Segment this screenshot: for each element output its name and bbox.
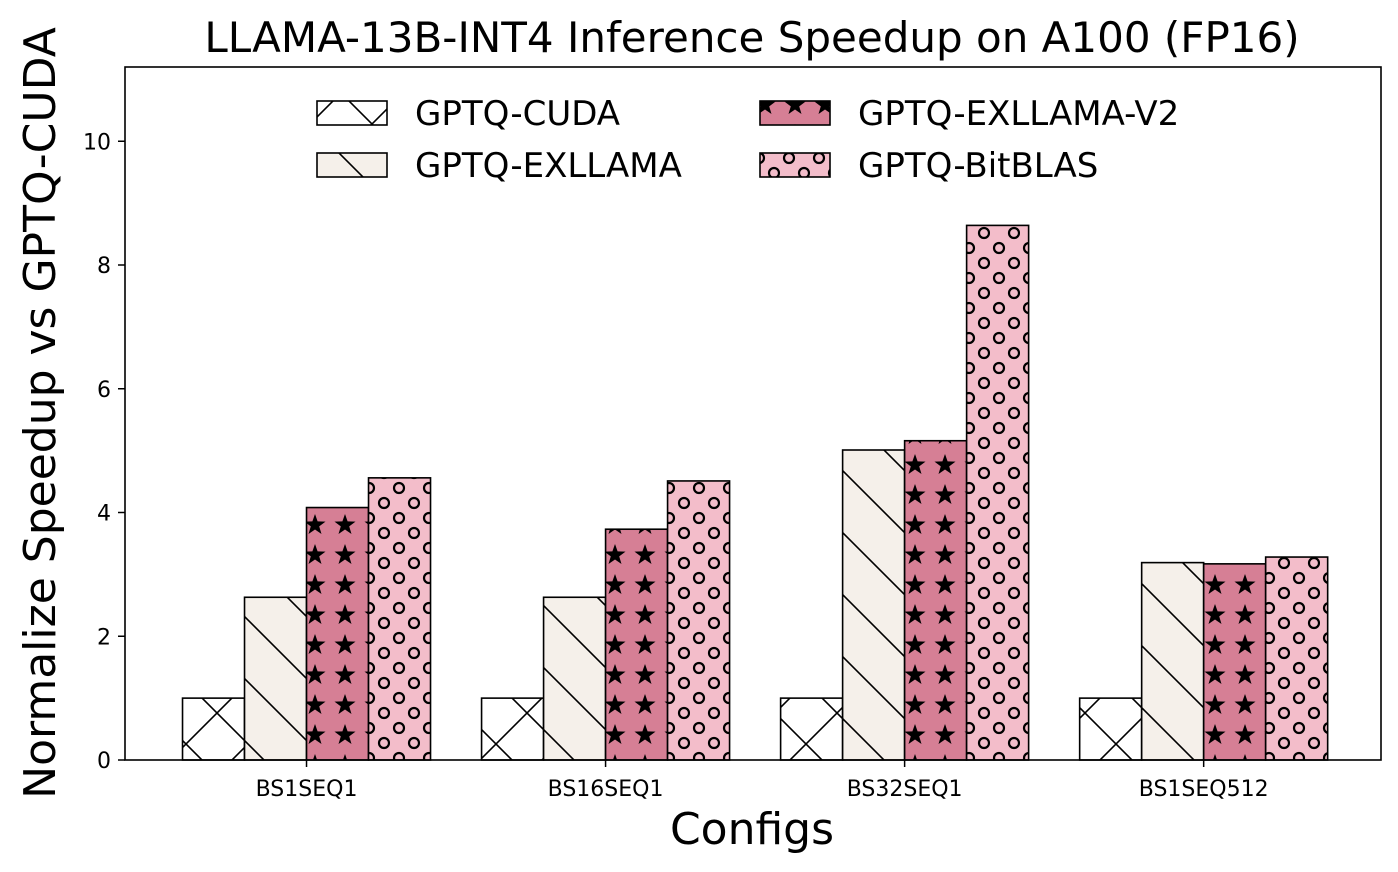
y-axis-label: Normalize Speedup vs GPTQ-CUDA bbox=[15, 27, 66, 799]
legend-item-gptq-cuda: GPTQ-CUDA bbox=[316, 94, 620, 134]
y-tick-label: 10 bbox=[83, 130, 111, 155]
y-tick-label: 4 bbox=[97, 502, 111, 527]
bar-gptq-cuda-bs1seq512 bbox=[1078, 697, 1143, 761]
legend-label: GPTQ-CUDA bbox=[415, 94, 620, 134]
bars-layer bbox=[181, 224, 1329, 761]
chart-title: LLAMA-13B-INT4 Inference Speedup on A100… bbox=[204, 13, 1299, 62]
bar-gptq-bitblas-bs1seq1 bbox=[367, 477, 432, 761]
legend-item-gptq-bitblas: GPTQ-BitBLAS bbox=[759, 146, 1098, 186]
bar-gptq-exllama-bs16seq1 bbox=[542, 596, 607, 761]
legend-label: GPTQ-BitBLAS bbox=[858, 146, 1098, 186]
bar-gptq-bitblas-bs1seq512 bbox=[1264, 556, 1329, 761]
bar-gptq-exllama-bs1seq512 bbox=[1140, 561, 1205, 761]
bar-gptq-exllama-bs1seq1 bbox=[243, 596, 308, 761]
x-tick-label-bs1seq512: BS1SEQ512 bbox=[1139, 777, 1269, 802]
axes-layer: 0 2 4 6 8 10 BS1SEQ1 BS16SEQ1 BS32SEQ1 BS1SEQ512 bbox=[83, 66, 1382, 802]
bar-gptq-exllama-v2-bs1seq1 bbox=[305, 506, 370, 761]
bar-gptq-cuda-bs1seq1 bbox=[181, 697, 246, 761]
x-tick-label-bs1seq1: BS1SEQ1 bbox=[256, 777, 358, 802]
y-tick-label: 2 bbox=[97, 625, 111, 650]
y-tick-label: 6 bbox=[97, 378, 111, 403]
plot-frame bbox=[124, 66, 1382, 761]
y-tick-label: 8 bbox=[97, 254, 111, 279]
x-tick-label-bs32seq1: BS32SEQ1 bbox=[847, 777, 963, 802]
bar-gptq-exllama-v2-bs16seq1 bbox=[604, 528, 669, 761]
bar-gptq-bitblas-bs32seq1 bbox=[965, 224, 1030, 761]
y-tick-label: 0 bbox=[97, 749, 111, 774]
legend-label: GPTQ-EXLLAMA bbox=[415, 146, 682, 186]
legend-label: GPTQ-EXLLAMA-V2 bbox=[858, 94, 1179, 134]
bar-gptq-exllama-v2-bs1seq512 bbox=[1202, 563, 1267, 761]
x-tick-label-bs16seq1: BS16SEQ1 bbox=[548, 777, 664, 802]
legend-item-gptq-exllama: GPTQ-EXLLAMA bbox=[316, 146, 682, 186]
bar-gptq-bitblas-bs16seq1 bbox=[666, 480, 731, 761]
bar-gptq-exllama-bs32seq1 bbox=[841, 449, 906, 761]
bar-gptq-exllama-v2-bs32seq1 bbox=[903, 439, 968, 761]
legend: GPTQ-CUDA GPTQ-EXLLAMA GPTQ-EXLLAMA-V2 GPTQ… bbox=[316, 94, 1179, 186]
legend-item-gptq-exllama-v2: GPTQ-EXLLAMA-V2 bbox=[759, 94, 1179, 134]
bar-gptq-cuda-bs16seq1 bbox=[480, 697, 545, 761]
bar-gptq-cuda-bs32seq1 bbox=[779, 697, 844, 761]
x-axis-label: Configs bbox=[670, 804, 834, 855]
